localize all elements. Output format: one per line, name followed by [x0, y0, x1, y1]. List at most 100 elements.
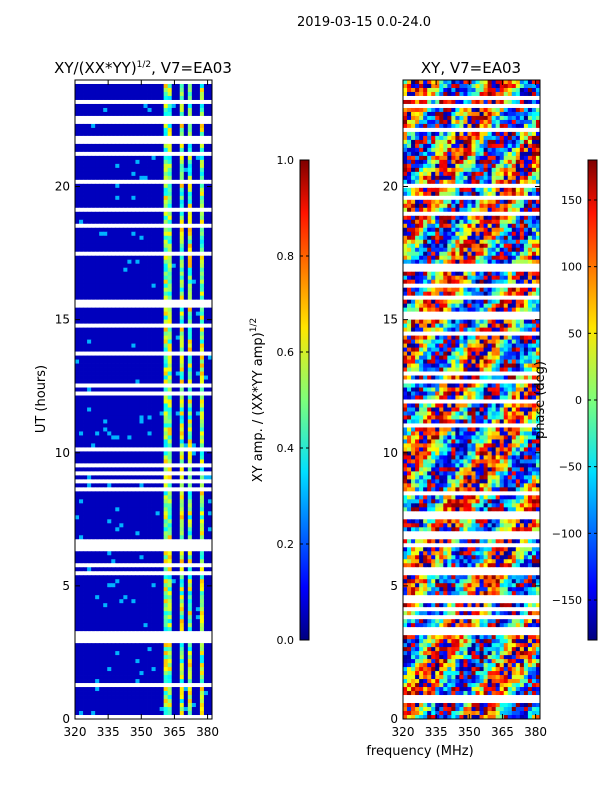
amplitude-heatmap-cell — [163, 379, 169, 384]
amplitude-heatmap-cell — [115, 599, 120, 604]
amplitude-heatmap-cell — [199, 547, 205, 552]
amplitude-heatmap-cell — [195, 447, 201, 452]
amplitude-heatmap-cell — [151, 283, 156, 289]
amplitude-heatmap-cell — [183, 171, 189, 177]
amplitude-heatmap-cell — [187, 263, 193, 269]
amplitude-heatmap-cell — [111, 535, 116, 540]
amplitude-heatmap-cell — [115, 423, 120, 428]
amplitude-heatmap-cell — [179, 443, 185, 448]
amplitude-heatmap-cell — [151, 491, 156, 496]
amplitude-heatmap-cell — [195, 203, 201, 209]
amplitude-heatmap-cell — [111, 291, 116, 297]
amplitude-heatmap-cell — [183, 391, 189, 396]
amplitude-heatmap-cell — [111, 363, 116, 368]
amplitude-heatmap-cell — [187, 223, 193, 229]
amplitude-heatmap-cell — [191, 403, 197, 408]
amplitude-heatmap-cell — [111, 447, 116, 452]
amplitude-heatmap-cell — [175, 491, 181, 496]
amplitude-heatmap-cell — [147, 387, 152, 392]
amplitude-heatmap-cell — [195, 495, 201, 500]
amplitude-heatmap-cell — [131, 307, 136, 313]
amplitude-heatmap-cell — [163, 515, 169, 520]
amplitude-heatmap-cell — [147, 491, 152, 496]
amplitude-heatmap-cell — [195, 551, 201, 556]
amplitude-heatmap-cell — [179, 207, 185, 213]
amplitude-heatmap-cell — [187, 219, 193, 225]
amplitude-heatmap-cell — [203, 547, 209, 552]
amplitude-heatmap-cell — [123, 631, 128, 636]
amplitude-heatmap-cell — [167, 267, 173, 273]
amplitude-heatmap-cell — [127, 375, 132, 380]
amplitude-heatmap-cell — [195, 527, 201, 532]
amplitude-heatmap-cell — [175, 427, 181, 432]
amplitude-heatmap-cell — [91, 171, 96, 177]
amplitude-heatmap-cell — [135, 123, 140, 129]
amplitude-heatmap-cell — [127, 347, 132, 352]
amplitude-heatmap-cell — [115, 631, 120, 636]
amplitude-heatmap-cell — [99, 455, 104, 460]
amplitude-heatmap-cell — [79, 555, 84, 560]
amplitude-heatmap-cell — [95, 655, 100, 660]
amplitude-heatmap-cell — [95, 279, 100, 285]
amplitude-heatmap-cell — [195, 271, 201, 277]
amplitude-heatmap-cell — [207, 639, 212, 644]
amplitude-heatmap-cell — [195, 595, 201, 600]
amplitude-heatmap-cell — [107, 535, 112, 540]
amplitude-heatmap-cell — [99, 131, 104, 137]
amplitude-heatmap-cell — [123, 395, 128, 400]
amplitude-heatmap-cell — [199, 199, 205, 205]
amplitude-heatmap-cell — [119, 439, 124, 444]
amplitude-heatmap-cell — [183, 603, 189, 608]
amplitude-heatmap-cell — [191, 431, 197, 436]
amplitude-heatmap-cell — [147, 287, 152, 293]
amplitude-heatmap-cell — [107, 651, 112, 656]
amplitude-heatmap-cell — [151, 311, 156, 317]
amplitude-heatmap-cell — [115, 287, 120, 293]
amplitude-heatmap-cell — [147, 531, 152, 536]
amplitude-heatmap-cell — [87, 391, 92, 396]
amplitude-heatmap-cell — [207, 223, 212, 229]
amplitude-heatmap-cell — [87, 99, 92, 105]
amplitude-heatmap-cell — [75, 171, 80, 177]
amplitude-heatmap-cell — [171, 527, 177, 532]
amplitude-heatmap-cell — [139, 267, 144, 273]
amplitude-heatmap-cell — [175, 83, 181, 89]
amplitude-heatmap-cell — [151, 415, 156, 420]
amplitude-heatmap-cell — [115, 191, 120, 197]
amplitude-heatmap-cell — [171, 167, 177, 173]
amplitude-heatmap-cell — [163, 431, 169, 436]
amplitude-heatmap-cell — [207, 215, 212, 221]
amplitude-heatmap-cell — [163, 323, 169, 329]
amplitude-heatmap-cell — [167, 383, 173, 388]
amplitude-heatmap-cell — [179, 607, 185, 612]
amplitude-heatmap-cell — [99, 547, 104, 552]
amplitude-heatmap-cell — [127, 291, 132, 297]
amplitude-heatmap-cell — [203, 391, 209, 396]
amplitude-heatmap-cell — [199, 259, 205, 265]
amplitude-heatmap-cell — [91, 383, 96, 388]
amplitude-heatmap-cell — [91, 443, 96, 448]
amplitude-heatmap-cell — [99, 503, 104, 508]
amplitude-heatmap-cell — [195, 335, 201, 340]
amplitude-heatmap-cell — [175, 95, 181, 101]
amplitude-heatmap-cell — [151, 135, 156, 141]
amplitude-heatmap-cell — [99, 631, 104, 636]
amplitude-heatmap-cell — [103, 603, 108, 608]
amplitude-heatmap-cell — [111, 387, 116, 392]
amplitude-heatmap-cell — [195, 555, 201, 560]
amplitude-heatmap-cell — [191, 415, 197, 420]
amplitude-heatmap-cell — [103, 387, 108, 392]
amplitude-heatmap-cell — [163, 407, 169, 412]
amplitude-heatmap-cell — [139, 247, 144, 253]
amplitude-heatmap-cell — [191, 171, 197, 177]
amplitude-heatmap-cell — [159, 343, 165, 348]
amplitude-heatmap-cell — [199, 139, 205, 145]
amplitude-heatmap-cell — [103, 511, 108, 516]
amplitude-heatmap-cell — [75, 423, 80, 428]
amplitude-heatmap-cell — [111, 579, 116, 584]
amplitude-heatmap-cell — [175, 255, 181, 261]
amplitude-heatmap-cell — [179, 623, 185, 628]
amplitude-heatmap-cell — [131, 579, 136, 584]
amplitude-heatmap-cell — [195, 579, 201, 584]
amplitude-heatmap-cell — [195, 347, 201, 352]
